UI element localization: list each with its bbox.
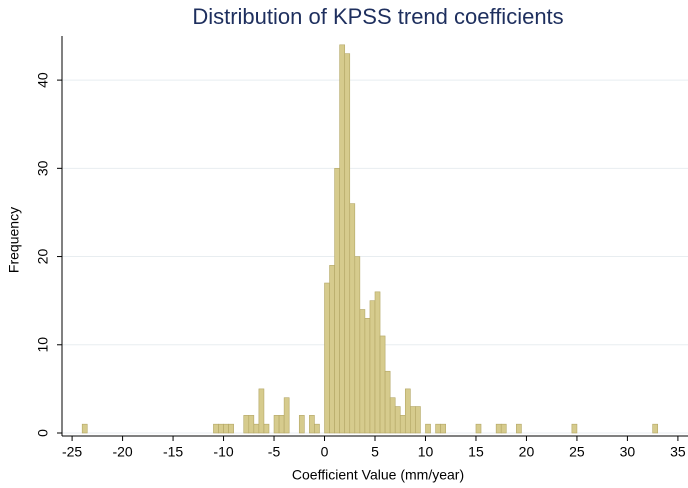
bar <box>364 318 371 434</box>
bar <box>223 423 229 434</box>
bar <box>384 370 391 434</box>
bar <box>425 423 431 434</box>
y-tick-label: 30 <box>35 160 51 176</box>
bar <box>435 423 441 434</box>
bar <box>278 415 285 434</box>
bar <box>258 388 265 434</box>
bar <box>394 406 401 434</box>
bar <box>298 415 305 434</box>
bar <box>652 423 659 434</box>
bar <box>389 397 396 434</box>
x-tick-label: 10 <box>418 444 434 460</box>
bar <box>500 423 507 434</box>
bar <box>516 423 522 434</box>
bar <box>399 415 406 434</box>
y-tick-label: 10 <box>35 337 51 353</box>
bar <box>404 388 411 434</box>
bar <box>354 256 361 434</box>
bar <box>228 423 234 434</box>
bar <box>213 423 219 434</box>
bar <box>571 423 578 434</box>
y-tick-label: 20 <box>35 249 51 265</box>
bar <box>349 203 356 434</box>
bar <box>379 335 386 434</box>
bar <box>283 397 290 434</box>
bar <box>339 44 346 434</box>
x-tick-label: -15 <box>163 444 183 460</box>
x-tick-label: -10 <box>213 444 233 460</box>
bar <box>248 415 255 434</box>
bar <box>329 265 335 434</box>
x-tick-label: 0 <box>321 444 329 460</box>
x-tick-label: 20 <box>519 444 535 460</box>
x-axis-label: Coefficient Value (mm/year) <box>292 467 464 483</box>
bar <box>415 406 421 434</box>
bar <box>475 423 482 434</box>
bar <box>273 415 280 434</box>
y-axis-label: Frequency <box>6 207 22 273</box>
bar <box>218 423 224 434</box>
bar <box>410 406 416 434</box>
bar <box>374 291 381 434</box>
bar <box>440 423 446 434</box>
bar <box>359 309 366 434</box>
chart-title: Distribution of KPSS trend coefficients <box>192 4 563 29</box>
bar <box>314 423 320 434</box>
y-tick-label: 0 <box>35 429 51 437</box>
bar <box>369 300 376 434</box>
x-tick-label: -5 <box>268 444 281 460</box>
bar <box>344 53 351 434</box>
x-tick-label: -25 <box>62 444 82 460</box>
x-tick-label: 25 <box>569 444 585 460</box>
bar <box>263 423 270 434</box>
bar <box>334 168 340 434</box>
bar <box>495 423 502 434</box>
y-tick-label: 40 <box>35 72 51 88</box>
bar <box>309 415 315 434</box>
x-tick-label: 5 <box>371 444 379 460</box>
x-tick-label: 15 <box>468 444 484 460</box>
x-tick-label: 30 <box>620 444 636 460</box>
bar <box>324 282 330 434</box>
bar <box>253 423 260 434</box>
x-tick-label: -20 <box>112 444 132 460</box>
bar <box>243 415 250 434</box>
bar <box>81 423 88 434</box>
x-tick-label: 35 <box>670 444 686 460</box>
